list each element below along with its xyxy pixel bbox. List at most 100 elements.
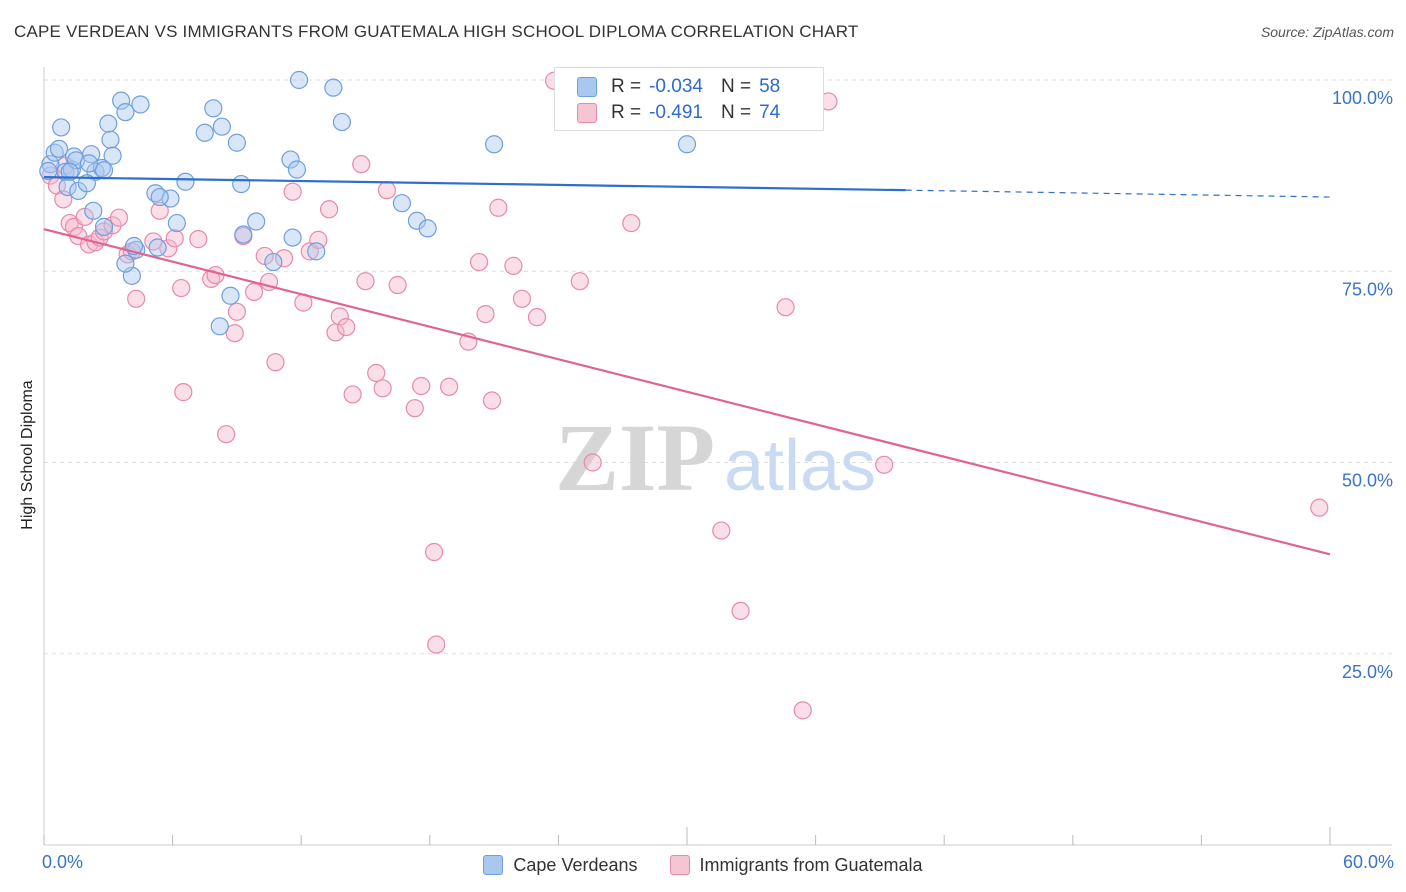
y-tick-labels: 100.0% 75.0% 50.0% 25.0% <box>1332 88 1393 682</box>
guatemala-point <box>174 383 193 402</box>
y-tick-label: 75.0% <box>1342 279 1393 299</box>
source-label: Source: ZipAtlas.com <box>1260 24 1394 40</box>
series-legend: Cape Verdeans Immigrants from Guatemala <box>0 852 1406 878</box>
guatemala-point <box>189 230 208 249</box>
y-tick-label: 50.0% <box>1342 471 1393 491</box>
guatemala-point <box>476 304 495 324</box>
cape-verdean-point <box>131 95 150 114</box>
cape-verdean-trend-line <box>43 176 906 192</box>
cape-verdean-point <box>41 155 60 174</box>
cape-verdean-point <box>103 146 122 165</box>
cape-verdean-point <box>204 99 223 118</box>
cape-verdean-point <box>332 112 352 132</box>
watermark-zip: ZIP <box>555 404 715 511</box>
legend-r-value: -0.034 <box>649 76 703 97</box>
cape-verdean-point <box>227 133 246 152</box>
series-pink-points <box>41 71 1329 720</box>
cape-verdean-point <box>324 78 343 97</box>
guatemala-point <box>388 275 407 295</box>
guatemala-point <box>227 302 246 321</box>
guatemala-point <box>266 353 285 372</box>
gridlines <box>44 79 1392 655</box>
series-blue-points <box>39 70 697 336</box>
guatemala-point <box>793 701 812 720</box>
y-tick-label: 100.0% <box>1332 88 1393 108</box>
guatemala-point <box>127 289 146 308</box>
legend-item-cape-verdeans[interactable]: Cape Verdeans <box>483 855 638 876</box>
cape-verdean-point <box>167 213 186 233</box>
legend-swatch-pink <box>669 855 690 875</box>
guatemala-point <box>405 399 424 418</box>
legend-n-value: 74 <box>759 102 781 123</box>
guatemala-point <box>504 256 523 275</box>
cape-verdean-point <box>99 114 118 133</box>
cape-verdean-point <box>116 103 135 122</box>
guatemala-point <box>373 379 392 398</box>
cape-verdean-point <box>84 201 103 220</box>
guatemala-point <box>570 272 589 291</box>
guatemala-point <box>309 230 328 249</box>
legend-row-cape-verdeans: R = -0.034 N = 58 <box>577 75 780 99</box>
legend-swatch-pink <box>577 103 597 123</box>
cape-verdean-point <box>234 225 253 244</box>
cape-verdean-point <box>112 91 131 110</box>
watermark-atlas: atlas <box>724 426 876 506</box>
stats-legend: R = -0.034 N = 58 R = -0.491 N = 74 <box>554 67 824 131</box>
guatemala-point <box>731 601 750 621</box>
guatemala-trend-line <box>43 228 1331 556</box>
guatemala-point <box>217 425 236 444</box>
guatemala-point <box>352 155 371 174</box>
legend-n-label: N = <box>720 76 752 97</box>
guatemala-point <box>225 324 244 343</box>
guatemala-point <box>337 317 356 337</box>
guatemala-point <box>377 181 397 200</box>
guatemala-point <box>172 278 191 298</box>
legend-swatch-blue <box>577 77 597 97</box>
cape-verdean-point <box>195 123 214 142</box>
cape-verdean-point <box>49 139 69 158</box>
guatemala-point <box>412 376 431 396</box>
x-tick-max: 60.0% <box>1342 852 1394 872</box>
legend-n-label: N = <box>720 102 752 123</box>
cape-verdean-point <box>150 187 169 207</box>
cape-verdean-point <box>418 219 437 238</box>
cape-verdean-point <box>176 172 195 191</box>
cape-verdean-point <box>264 252 283 272</box>
guatemala-point <box>343 385 362 404</box>
guatemala-point <box>244 282 264 302</box>
cape-verdean-point <box>212 117 231 136</box>
cape-verdean-point <box>247 212 266 231</box>
guatemala-point <box>367 363 386 383</box>
cape-verdean-point <box>77 174 96 193</box>
legend-r-label: R = <box>611 76 642 97</box>
guatemala-point <box>712 521 731 540</box>
legend-row-guatemala: R = -0.491 N = 74 <box>577 101 780 125</box>
guatemala-point <box>330 307 349 326</box>
guatemala-point <box>356 272 375 291</box>
cape-verdean-point <box>289 70 309 90</box>
cape-verdean-point <box>287 160 307 179</box>
cape-verdean-point <box>221 286 240 305</box>
guatemala-point <box>165 229 184 248</box>
guatemala-point <box>527 308 547 327</box>
guatemala-point <box>109 208 129 227</box>
cape-verdean-point <box>148 238 167 257</box>
legend-swatch-blue <box>483 855 504 875</box>
guatemala-point <box>512 289 532 308</box>
cape-verdean-point <box>210 317 229 336</box>
cape-verdean-point <box>392 194 412 213</box>
guatemala-point <box>482 391 502 410</box>
legend-label: Immigrants from Guatemala <box>699 854 923 875</box>
cape-verdean-trend-extension <box>905 189 1331 198</box>
watermark: ZIP atlas <box>555 404 876 511</box>
guatemala-point <box>489 198 508 217</box>
cape-verdean-point <box>677 135 697 154</box>
cape-verdean-point <box>79 154 99 173</box>
guatemala-point <box>583 453 602 472</box>
cape-verdean-point <box>60 162 79 181</box>
guatemala-point <box>150 201 169 220</box>
legend-item-guatemala[interactable]: Immigrants from Guatemala <box>669 854 923 876</box>
guatemala-point <box>439 377 459 396</box>
chart-title: CAPE VERDEAN VS IMMIGRANTS FROM GUATEMAL… <box>14 22 859 41</box>
